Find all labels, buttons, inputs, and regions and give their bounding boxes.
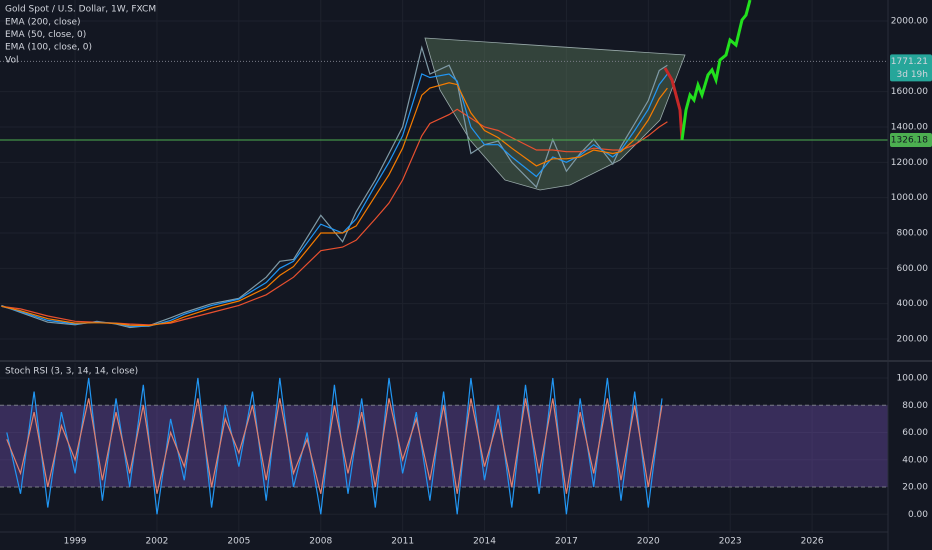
indicator-line	[6, 377, 663, 515]
overbought-band	[0, 405, 888, 488]
x-tick-label: 2008	[309, 537, 332, 547]
price-tag-label: 1771.21	[891, 57, 928, 67]
x-tick-label: 2020	[637, 537, 660, 547]
y-tick-label: 0.00	[908, 510, 928, 520]
y-tick-label: 400.00	[897, 299, 929, 309]
y-tick-label: 1000.00	[891, 193, 928, 203]
y-tick-label: 600.00	[897, 264, 929, 274]
x-tick-label: 2023	[719, 537, 742, 547]
x-tick-label: 2014	[473, 537, 496, 547]
indicator-line	[1, 82, 668, 327]
legend-entry: EMA (50, close, 0)	[5, 30, 86, 40]
plot-area	[0, 45, 888, 515]
indicator-title: Stoch RSI (3, 3, 14, 14, close)	[5, 367, 138, 377]
price-tag-label: 1326.18	[891, 136, 928, 146]
x-tick-label: 2002	[146, 537, 169, 547]
y-tick-label: 80.00	[902, 401, 928, 411]
legend-entry: EMA (200, close)	[5, 18, 81, 28]
x-tick-label: 2026	[801, 537, 824, 547]
y-tick-label: 2000.00	[891, 17, 928, 27]
y-tick-label: 40.00	[902, 455, 928, 465]
price-tag	[890, 54, 932, 82]
x-tick-label: 2011	[391, 537, 414, 547]
y-tick-label: 100.00	[897, 373, 929, 383]
price-tag	[890, 133, 932, 148]
y-tick-label: 200.00	[897, 334, 929, 344]
y-tick-label: 1200.00	[891, 158, 928, 168]
symbol-title: Gold Spot / U.S. Dollar, 1W, FXCM	[5, 5, 156, 15]
projection-drop	[663, 67, 684, 141]
y-tick-label: 1600.00	[891, 87, 928, 97]
overlay: 200.00 400.00 600.00 800.00 1000.00 1200.00 14…	[5, 17, 932, 547]
indicator-line	[1, 73, 668, 327]
y-tick-label: 20.00	[902, 483, 928, 493]
x-tick-label: 2017	[555, 537, 578, 547]
x-tick-label: 2005	[227, 537, 250, 547]
volume-legend: Vol	[5, 56, 18, 66]
legend-entry: EMA (100, close, 0)	[5, 43, 92, 53]
x-tick-label: 1999	[64, 537, 87, 547]
y-tick-label: 60.00	[902, 428, 928, 438]
indicator-line	[6, 398, 663, 494]
projection-rise	[680, 0, 752, 141]
y-tick-label: 800.00	[897, 228, 929, 238]
countdown-label: 3d 19h	[897, 70, 928, 80]
y-tick-label: 1400.00	[891, 123, 928, 133]
